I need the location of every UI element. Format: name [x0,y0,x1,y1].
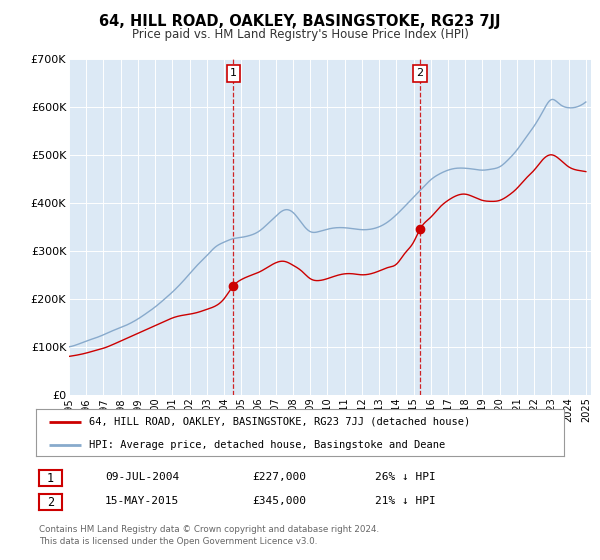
Text: 64, HILL ROAD, OAKLEY, BASINGSTOKE, RG23 7JJ: 64, HILL ROAD, OAKLEY, BASINGSTOKE, RG23… [99,14,501,29]
Text: Contains HM Land Registry data © Crown copyright and database right 2024.: Contains HM Land Registry data © Crown c… [39,525,379,534]
Text: 2: 2 [416,68,424,78]
Text: 09-JUL-2004: 09-JUL-2004 [105,472,179,482]
Text: 1: 1 [230,68,237,78]
Text: £345,000: £345,000 [252,496,306,506]
Text: 64, HILL ROAD, OAKLEY, BASINGSTOKE, RG23 7JJ (detached house): 64, HILL ROAD, OAKLEY, BASINGSTOKE, RG23… [89,417,470,427]
Text: HPI: Average price, detached house, Basingstoke and Deane: HPI: Average price, detached house, Basi… [89,440,445,450]
Text: 15-MAY-2015: 15-MAY-2015 [105,496,179,506]
Text: 26% ↓ HPI: 26% ↓ HPI [375,472,436,482]
Text: £227,000: £227,000 [252,472,306,482]
Text: 21% ↓ HPI: 21% ↓ HPI [375,496,436,506]
Text: 2: 2 [47,496,54,509]
Text: This data is licensed under the Open Government Licence v3.0.: This data is licensed under the Open Gov… [39,537,317,546]
Text: 1: 1 [47,472,54,485]
Text: Price paid vs. HM Land Registry's House Price Index (HPI): Price paid vs. HM Land Registry's House … [131,28,469,41]
